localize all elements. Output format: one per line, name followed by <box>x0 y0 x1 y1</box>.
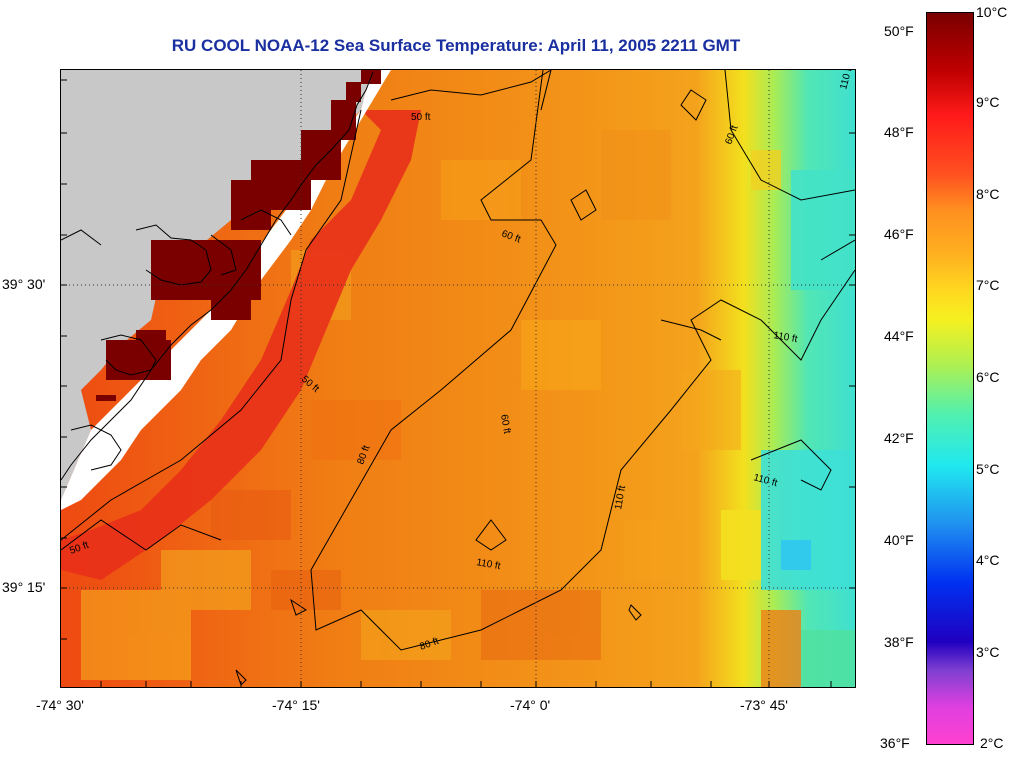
colorbar-gradient <box>927 13 973 744</box>
contour-label: 110 ft <box>613 484 628 510</box>
colorbar-c-label: 7°C <box>976 277 1000 293</box>
colorbar <box>926 12 974 745</box>
colorbar-c-label: 10°C <box>976 4 1008 20</box>
x-tick-label: -73° 45' <box>740 697 788 713</box>
sst-map-svg: 50 ft 50 ft 50 ft 60 ft 60 ft 60 ft 80 f… <box>61 70 855 687</box>
graticule <box>61 70 855 687</box>
x-tick-label: -74° 0' <box>510 697 551 713</box>
colorbar-c-label: 8°C <box>976 186 1000 202</box>
colorbar-c-label: 5°C <box>976 461 1000 477</box>
colorbar-c-label: 6°C <box>976 369 1000 385</box>
colorbar-f-label: 48°F <box>884 124 914 140</box>
colorbar-f-label: 40°F <box>884 532 914 548</box>
map-title: RU COOL NOAA-12 Sea Surface Temperature:… <box>171 36 741 55</box>
land-area <box>61 70 371 500</box>
nearshore-warm-band <box>61 110 421 580</box>
y-tick-label: 39° 30' <box>2 276 46 292</box>
contour-label: 110 ft <box>772 330 798 345</box>
x-tick-label: -74° 15' <box>272 697 320 713</box>
warm-front <box>721 150 855 687</box>
contour-label: 110 ft <box>475 557 501 572</box>
colorbar-f-label: 46°F <box>884 226 914 242</box>
colorbar-f-label: 38°F <box>884 634 914 650</box>
colorbar-f-label: 36°F <box>880 735 910 751</box>
sst-map[interactable]: 50 ft 50 ft 50 ft 60 ft 60 ft 60 ft 80 f… <box>60 69 856 688</box>
contour-label: 50 ft <box>411 112 431 123</box>
colorbar-f-label: 50°F <box>884 23 914 39</box>
colorbar-c-label: 3°C <box>976 644 1000 660</box>
coastline <box>61 71 374 481</box>
frame-ticks <box>61 79 855 687</box>
colorbar-c-label: 4°C <box>976 552 1000 568</box>
colorbar-c-label: 2°C <box>980 735 1004 751</box>
contour-label: 60 ft <box>498 414 512 435</box>
colorbar-c-label: 9°C <box>976 94 1000 110</box>
colorbar-f-label: 42°F <box>884 430 914 446</box>
x-tick-label: -74° 30' <box>36 697 84 713</box>
y-tick-label: 39° 15' <box>2 579 46 595</box>
colorbar-f-label: 44°F <box>884 328 914 344</box>
bathymetry-contours <box>61 70 855 686</box>
